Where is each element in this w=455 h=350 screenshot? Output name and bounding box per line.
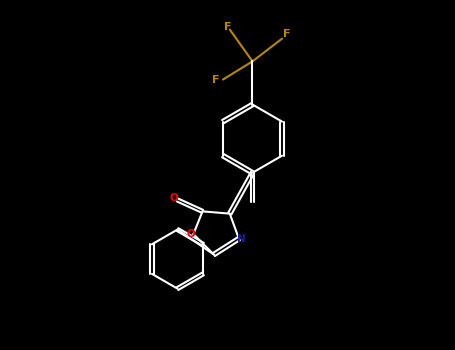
- Text: N: N: [237, 234, 246, 244]
- Text: O: O: [187, 229, 196, 239]
- Text: F: F: [283, 29, 290, 39]
- Text: F: F: [212, 75, 220, 85]
- Text: F: F: [224, 22, 231, 32]
- Text: O: O: [170, 193, 178, 203]
